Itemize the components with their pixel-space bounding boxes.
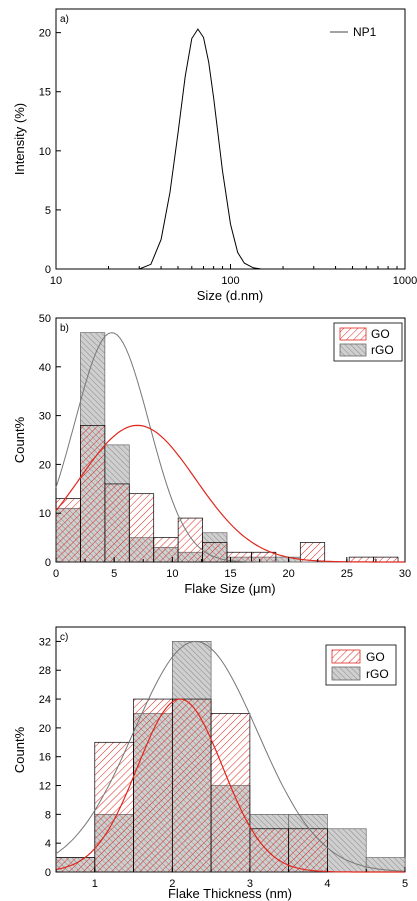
panel-b-label: b) bbox=[60, 323, 69, 334]
go-legend-swatch bbox=[339, 327, 367, 341]
y-tick-label: 32 bbox=[39, 636, 51, 648]
y-tick-label: 50 bbox=[39, 313, 51, 325]
panel-a-xlabel: Size (d.nm) bbox=[197, 288, 263, 303]
panel-c-label: c) bbox=[60, 632, 68, 643]
y-tick-label: 8 bbox=[45, 809, 51, 821]
y-tick-label: 40 bbox=[39, 362, 51, 374]
y-tick-label: 20 bbox=[39, 28, 51, 40]
y-tick-label: 24 bbox=[39, 694, 51, 706]
panel-b-legend: GO rGO bbox=[333, 322, 403, 362]
panel-c-ylabel: Count% bbox=[12, 726, 27, 773]
go-bar bbox=[80, 425, 106, 563]
go-fit-curve bbox=[55, 698, 405, 873]
go-legend-label: GO bbox=[366, 650, 385, 664]
panel-a-ticks: 10 100 1000 0 5 10 15 20 bbox=[39, 28, 417, 287]
rgo-legend-label: rGO bbox=[366, 667, 389, 681]
panel-a-label: a) bbox=[60, 14, 69, 25]
y-tick-label: 15 bbox=[39, 87, 51, 99]
rgo-legend-label: rGO bbox=[371, 343, 394, 357]
x-tick-label: 10 bbox=[166, 568, 178, 580]
go-bar bbox=[94, 741, 134, 873]
go-bar bbox=[348, 556, 374, 563]
rgo-legend-swatch bbox=[339, 343, 367, 357]
x-tick-label: 2 bbox=[169, 878, 175, 890]
panel-a-frame bbox=[55, 8, 406, 270]
x-tick-label: 1000 bbox=[393, 275, 417, 287]
x-tick-label: 30 bbox=[399, 568, 411, 580]
x-tick-label: 1 bbox=[92, 878, 98, 890]
x-tick-label: 5 bbox=[402, 878, 408, 890]
panel-a-ylabel: Intensity (%) bbox=[12, 103, 27, 175]
panel-c-bars bbox=[55, 641, 406, 873]
y-tick-label: 16 bbox=[39, 752, 51, 764]
x-tick-label: 100 bbox=[221, 275, 239, 287]
y-tick-label: 20 bbox=[39, 459, 51, 471]
x-tick-label: 25 bbox=[341, 568, 353, 580]
rgo-legend-swatch bbox=[331, 666, 361, 681]
panel-b: b) 0 5 10 15 20 25 30 0 10 20 30 40 50 Flake Size (μ… bbox=[12, 313, 411, 596]
y-tick-label: 0 bbox=[45, 867, 51, 879]
panel-c-legend: GO rGO bbox=[325, 644, 397, 686]
x-tick-label: 15 bbox=[224, 568, 236, 580]
x-tick-label: 20 bbox=[283, 568, 295, 580]
y-tick-label: 28 bbox=[39, 665, 51, 677]
go-bar bbox=[288, 828, 328, 873]
rgo-fit-curve bbox=[55, 640, 406, 872]
y-tick-label: 12 bbox=[39, 781, 51, 793]
go-bar bbox=[171, 698, 212, 873]
y-tick-label: 0 bbox=[45, 264, 51, 276]
y-tick-label: 20 bbox=[39, 723, 51, 735]
y-tick-label: 10 bbox=[39, 146, 51, 158]
y-tick-label: 10 bbox=[39, 508, 51, 520]
go-bar bbox=[210, 713, 251, 873]
y-tick-label: 30 bbox=[39, 411, 51, 423]
y-tick-label: 0 bbox=[45, 557, 51, 569]
go-bar bbox=[55, 857, 96, 873]
x-tick-label: 3 bbox=[247, 878, 253, 890]
panel-c-xlabel: Flake Thickness (nm) bbox=[168, 886, 292, 901]
y-tick-label: 5 bbox=[45, 205, 51, 217]
x-tick-label: 4 bbox=[324, 878, 330, 890]
x-tick-label: 5 bbox=[111, 568, 117, 580]
go-bar bbox=[373, 556, 399, 563]
panel-b-xlabel: Flake Size (μm) bbox=[184, 581, 275, 596]
go-bar bbox=[133, 698, 173, 873]
rgo-bar bbox=[275, 556, 301, 563]
go-bar bbox=[299, 542, 326, 563]
go-legend-swatch bbox=[331, 649, 361, 664]
panel-b-bars bbox=[55, 332, 399, 563]
go-bar bbox=[153, 537, 179, 563]
panel-b-ylabel: Count% bbox=[12, 416, 27, 463]
y-tick-label: 4 bbox=[45, 838, 51, 850]
go-legend-label: GO bbox=[371, 327, 390, 341]
panel-a: a) Size (d.nm) Intensity (%) 10 100 1000 0 5… bbox=[12, 8, 417, 303]
x-tick-label: 0 bbox=[53, 568, 59, 580]
go-bar bbox=[128, 493, 155, 563]
go-bar bbox=[177, 517, 203, 563]
go-bar bbox=[251, 551, 277, 563]
go-bar bbox=[55, 498, 81, 563]
np1-series-line bbox=[139, 28, 262, 270]
x-tick-label: 10 bbox=[50, 275, 62, 287]
np1-legend-label: NP1 bbox=[353, 25, 377, 39]
go-bar bbox=[104, 483, 130, 563]
panel-b-ticks: 0 5 10 15 20 25 30 0 10 20 30 40 50 bbox=[39, 313, 411, 580]
